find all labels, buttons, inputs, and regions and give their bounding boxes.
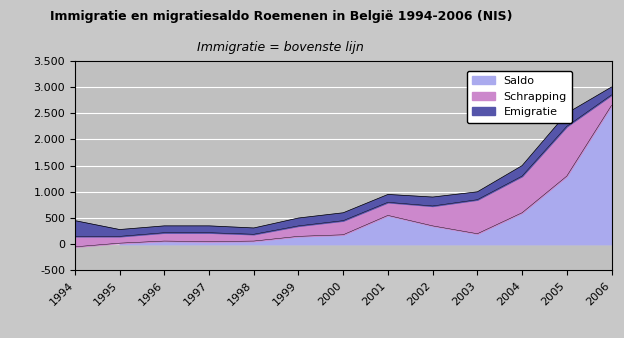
Legend: Saldo, Schrapping, Emigratie: Saldo, Schrapping, Emigratie — [467, 71, 572, 123]
Text: Immigratie = bovenste lijn: Immigratie = bovenste lijn — [197, 41, 364, 53]
Text: Immigratie en migratiesaldo Roemenen in België 1994-2006 (NIS): Immigratie en migratiesaldo Roemenen in … — [49, 10, 512, 23]
